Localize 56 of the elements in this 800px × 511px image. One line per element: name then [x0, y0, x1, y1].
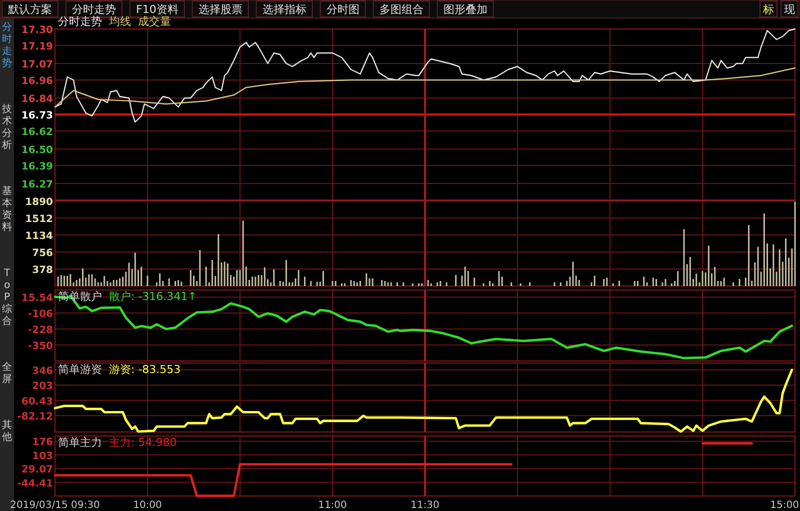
y-tick-label: 17.19: [21, 42, 54, 52]
y-tick-label: 176: [32, 437, 54, 448]
y-tick-label: 378: [32, 265, 54, 276]
x-tick-label: 2019/03/15 09:30: [10, 500, 100, 511]
y-tick-label: 17.30: [21, 25, 54, 36]
text: 基本资料: [2, 185, 12, 233]
text: 分时图: [326, 3, 360, 16]
text: 全屏: [2, 361, 12, 385]
y-tick-label: 203: [32, 381, 54, 392]
text: 成交量: [138, 15, 171, 28]
text: 技术分析: [1, 103, 12, 151]
y-tick-label: -228: [28, 325, 54, 336]
text: F10资料: [136, 3, 178, 16]
y-tick-label: 346: [32, 366, 54, 377]
y-tick-label: -82.12: [17, 412, 54, 423]
text: 分时走势: [72, 3, 116, 16]
text: 选择股票: [198, 3, 242, 16]
y-tick-label: 16.73: [21, 110, 54, 122]
y-tick-label: 16.27: [21, 180, 54, 190]
y-tick-label: -44.41: [17, 478, 54, 490]
text: 分时走势: [2, 21, 12, 69]
text: 多图组合: [379, 3, 424, 16]
chart-title: 简单游资: [58, 363, 102, 376]
y-tick-label: 16.62: [21, 127, 54, 138]
text: ToP综合: [2, 268, 12, 327]
y-tick-label: 15.54: [21, 293, 54, 304]
y-tick-label: -106: [28, 309, 54, 320]
x-tick-label: 11:00: [318, 500, 347, 511]
y-tick-label: 17.07: [21, 60, 54, 70]
text: 标: [762, 3, 774, 16]
y-tick-label: 756: [32, 248, 54, 259]
chart-subtitle: 主力: 54.980: [109, 436, 177, 449]
y-tick-label: 103: [32, 450, 54, 462]
y-tick-label: 60.43: [21, 396, 54, 408]
x-tick-label: 11:30: [410, 500, 440, 511]
text: 均线: [108, 15, 131, 28]
chart-subtitle: 游资: -83.553: [109, 363, 181, 376]
text: 图形叠加: [443, 3, 488, 16]
text: 其他: [2, 419, 12, 443]
y-tick-label: 16.50: [21, 145, 54, 156]
x-tick-label: 15:00: [770, 500, 799, 511]
chart-subtitle: 散户: -316.341↑: [109, 290, 197, 303]
y-tick-label: 1134: [25, 231, 54, 242]
x-tick-label: 10:00: [133, 500, 162, 511]
y-tick-label: 1890: [25, 197, 54, 208]
y-tick-label: 1512: [25, 214, 54, 225]
y-tick-label: 16.39: [21, 162, 54, 172]
text: 默认方案: [7, 3, 52, 16]
y-tick-label: 16.84: [21, 94, 54, 105]
text: 选择指标: [262, 3, 306, 16]
y-tick-label: 29.07: [21, 464, 54, 476]
chart-title: 简单主力: [58, 436, 102, 449]
text: 分时走势: [58, 15, 102, 28]
y-tick-label: 16.96: [21, 76, 54, 87]
text: 现: [784, 3, 795, 16]
y-tick-label: -350: [28, 341, 54, 352]
